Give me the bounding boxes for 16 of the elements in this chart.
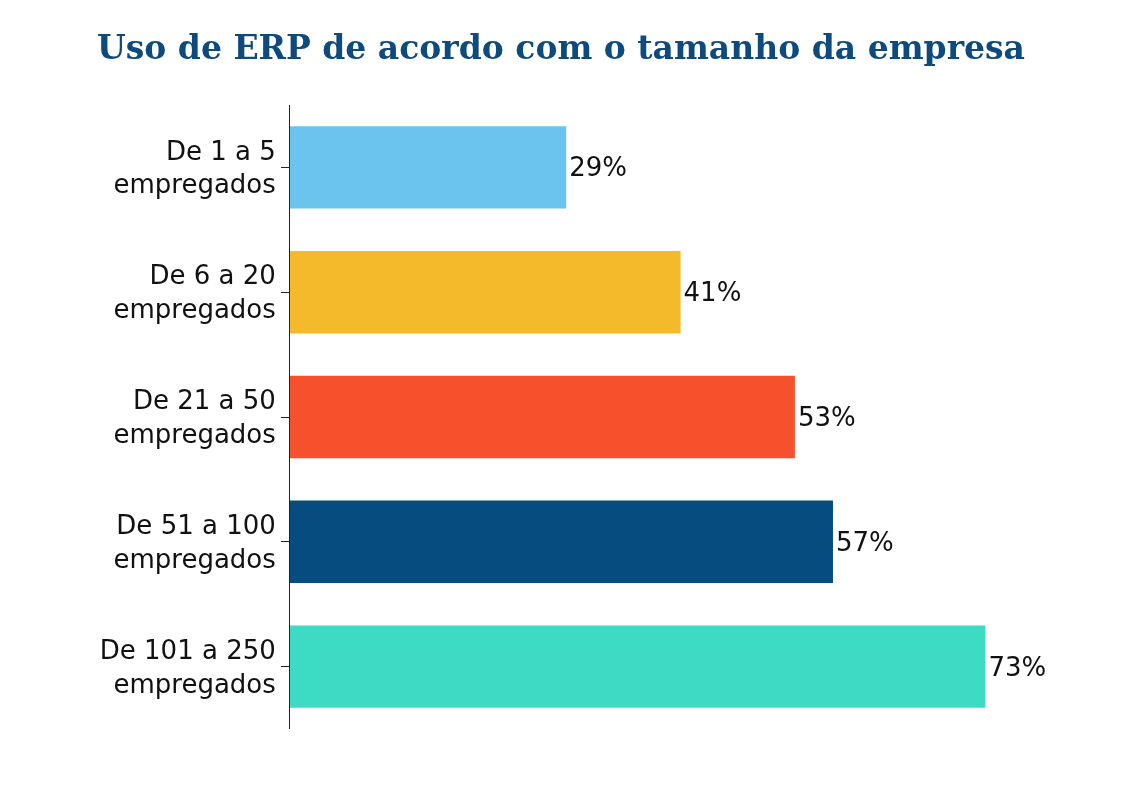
y-tick-label: De 21 a 50 empregados xyxy=(113,385,276,449)
y-tick-label: De 1 a 5 empregados xyxy=(113,135,276,200)
bar xyxy=(290,375,795,459)
bar xyxy=(290,126,567,209)
y-tick-label: De 51 a 100 empregados xyxy=(113,510,276,574)
y-tick-label: De 101 a 250 empregados xyxy=(99,634,276,699)
data-label: 57% xyxy=(835,526,894,557)
chart-title: Uso de ERP de acordo com o tamanho da empresa xyxy=(97,27,1025,67)
data-label: 53% xyxy=(797,402,856,432)
data-label: 73% xyxy=(988,651,1047,682)
data-label: 29% xyxy=(569,152,628,183)
bar xyxy=(290,251,681,334)
data-label: 41% xyxy=(683,277,742,308)
bar xyxy=(290,500,833,583)
y-tick-label: De 6 a 20 empregados xyxy=(113,260,276,325)
bar xyxy=(290,625,986,708)
